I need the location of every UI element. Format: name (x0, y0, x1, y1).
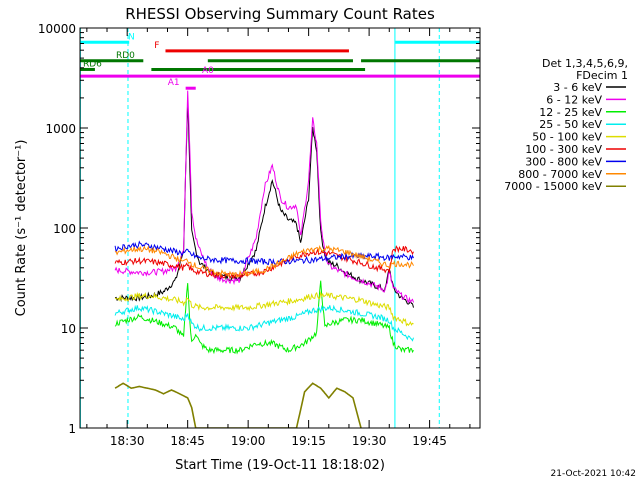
x-tick-label-0: 18:30 (110, 434, 145, 448)
legend-label-4: 50 - 100 keV (532, 131, 602, 144)
series-line-1 (114, 90, 414, 304)
chart-title: RHESSI Observing Summary Count Rates (125, 5, 435, 23)
state-bar-label-2: F (154, 41, 159, 51)
legend-label-7: 800 - 7000 keV (518, 168, 602, 181)
y-tick-label-0: 1 (68, 422, 76, 436)
state-bar-label-9: A0 (202, 66, 214, 76)
series-line-8 (114, 382, 362, 428)
x-tick-label-1: 18:45 (170, 434, 205, 448)
x-tick-label-2: 19:00 (231, 434, 266, 448)
y-tick-label-3: 1000 (45, 122, 76, 136)
legend-label-2: 12 - 25 keV (539, 106, 602, 119)
legend-label-8: 7000 - 15000 keV (504, 180, 602, 193)
series-line-7 (114, 244, 414, 279)
series-line-3 (114, 304, 414, 342)
legend-label-1: 6 - 12 keV (546, 93, 602, 106)
state-bar-label-3: RD0 (116, 51, 135, 61)
x-tick-label-5: 19:45 (412, 434, 447, 448)
series-line-5 (114, 245, 414, 280)
state-bar-label-8: A1 (168, 78, 180, 88)
legend-label-5: 100 - 300 keV (525, 143, 602, 156)
legend-header-0: Det 1,3,4,5,6,9, (542, 57, 628, 70)
plot-area (80, 28, 480, 428)
timestamp: 21-Oct-2021 10:42 (551, 469, 636, 479)
y-axis-label: Count Rate (s⁻¹ detector⁻¹) (14, 140, 29, 317)
x-tick-label-3: 19:15 (291, 434, 326, 448)
series-line-4 (114, 291, 414, 327)
legend-label-0: 3 - 6 keV (553, 81, 602, 94)
y-tick-label-4: 10000 (38, 22, 76, 36)
state-bar-label-0: N (128, 32, 135, 42)
legend-header-1: FDecim 1 (576, 69, 628, 82)
series-line-2 (114, 280, 414, 355)
x-tick-label-4: 19:30 (352, 434, 387, 448)
state-bar-label-6: RD6 (83, 59, 102, 69)
legend-label-6: 300 - 800 keV (525, 155, 602, 168)
y-tick-label-2: 100 (53, 222, 76, 236)
x-axis-label: Start Time (19-Oct-11 18:18:02) (175, 458, 385, 473)
y-tick-label-1: 10 (61, 322, 76, 336)
legend-label-3: 25 - 50 keV (539, 118, 602, 131)
